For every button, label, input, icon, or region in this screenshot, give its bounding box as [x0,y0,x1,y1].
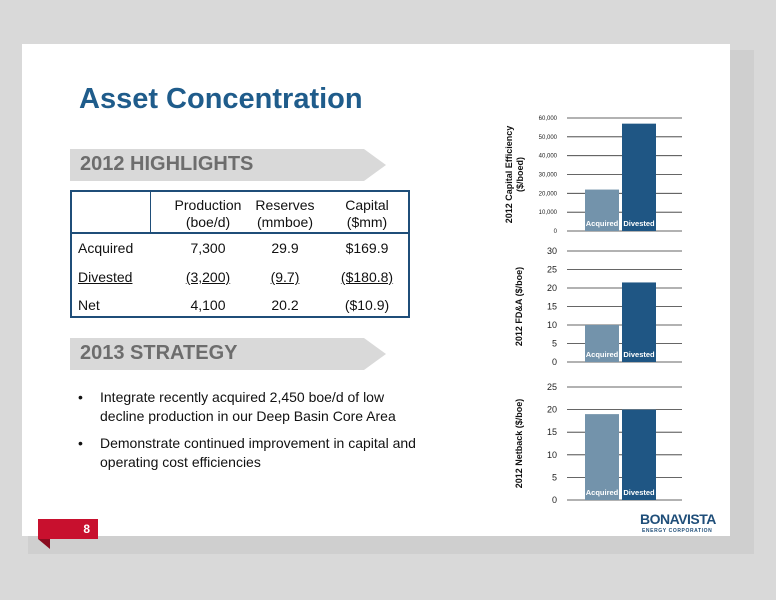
bar-acquired [585,189,619,231]
y-tick-label: 10 [547,450,557,460]
logo-tagline: ENERGY CORPORATION [642,528,713,534]
bullet-dot-icon: • [78,389,83,405]
row-label-net: Net [78,297,100,313]
bar-divested [622,282,656,362]
y-tick-label: 5 [552,339,557,349]
y-tick-label: 20 [547,283,557,293]
y-tick-label: 20 [547,405,557,415]
highlights-banner-label: 2012 HIGHLIGHTS [80,153,254,175]
row-label-acquired: Acquired [78,240,134,256]
strategy-banner: 2013 STRATEGY [70,338,386,370]
table-divider [150,192,151,232]
highlights-banner: 2012 HIGHLIGHTS [70,149,386,181]
y-axis-label: 2012 Capital Efficiency($/boed) [504,126,525,224]
bar-label: Acquired [586,219,619,228]
strategy-bullets: • Integrate recently acquired 2,450 boe/d… [78,388,418,480]
y-axis-label: 2012 FD&A ($/boe) [514,267,524,346]
y-tick-label: 30,000 [539,173,558,179]
cell-divested-production: (3,200) [185,269,231,285]
cell-net-production: 4,100 [190,297,226,313]
cell-acquired-reserves: 29.9 [271,240,299,256]
y-tick-label: 30 [547,246,557,256]
bar-label: Acquired [586,350,619,359]
page-title: Asset Concentration [79,83,363,115]
bar-acquired [585,325,619,362]
cell-net-reserves: 20.2 [271,297,299,313]
y-tick-label: 50,000 [539,135,558,141]
table-header-rule [72,232,408,234]
bar-divested [622,123,656,231]
row-label-divested: Divested [78,269,133,285]
y-tick-label: 0 [554,229,558,235]
header-production: Production (boe/d) [174,197,242,230]
cell-divested-reserves: (9.7) [270,269,300,285]
y-tick-label: 60,000 [539,116,558,122]
bar-acquired [585,414,619,500]
bullet-item: • Integrate recently acquired 2,450 boe/d… [78,389,396,424]
highlights-table: Production (boe/d) Reserves (mmboe) Capi… [70,190,410,318]
cell-acquired-production: 7,300 [190,240,226,256]
bar-divested [622,409,656,500]
bar-label: Divested [623,350,655,359]
y-tick-label: 0 [552,357,557,367]
cell-net-capital: ($10.9) [344,297,390,313]
y-tick-label: 20,000 [539,191,558,197]
header-capital: Capital ($mm) [345,197,389,230]
bullet-dot-icon: • [78,435,83,451]
y-tick-label: 40,000 [539,154,558,160]
y-tick-label: 15 [547,427,557,437]
page-number-tab: 8 [38,519,98,539]
y-axis-label: 2012 Netback ($/boe) [514,399,524,489]
y-tick-label: 0 [552,495,557,505]
bar-label: Divested [623,488,655,497]
y-tick-label: 5 [552,472,557,482]
bullet-item: • Demonstrate continued improvement in ca… [78,435,416,470]
header-reserves: Reserves (mmboe) [255,197,315,230]
page-number: 8 [83,522,90,536]
bar-label: Acquired [586,488,619,497]
y-tick-label: 10,000 [539,210,558,216]
bar-label: Divested [623,219,655,228]
cell-divested-capital: ($180.8) [340,269,394,285]
strategy-banner-label: 2013 STRATEGY [80,342,238,364]
y-tick-label: 10 [547,320,557,330]
cell-acquired-capital: $169.9 [345,240,389,256]
y-tick-label: 25 [547,382,557,392]
y-tick-label: 15 [547,302,557,312]
page-tab-tail [38,539,50,549]
company-logo: BONAVISTA ENERGY CORPORATION [640,511,716,537]
slide-shadow-right [730,50,754,542]
logo-wordmark: BONAVISTA [640,511,716,527]
y-tick-label: 25 [547,265,557,275]
slide-shadow-bottom [28,536,754,554]
